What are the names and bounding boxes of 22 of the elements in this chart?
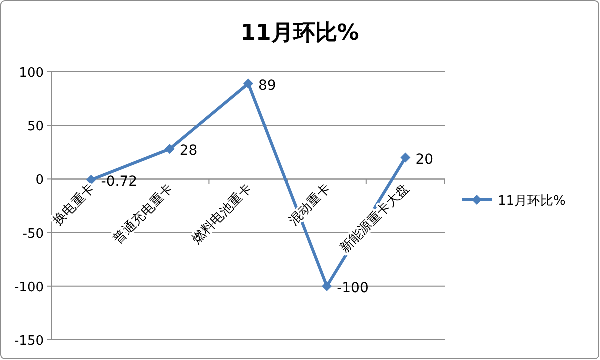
point	[400, 152, 411, 163]
x-tick-label: 混动重卡	[286, 181, 334, 229]
point	[86, 174, 96, 185]
x-tick-label: 燃料电池重卡	[190, 181, 256, 248]
data-label: 89	[258, 78, 276, 94]
point	[322, 281, 332, 292]
point	[244, 78, 254, 89]
chart-title: 11月环比%	[240, 21, 360, 46]
y-tick-label: -100	[14, 280, 44, 296]
data-label: 20	[416, 152, 434, 168]
y-tick-label: 50	[27, 120, 44, 135]
y-tick-label: -50	[22, 226, 44, 242]
data-label: -0.72	[101, 174, 138, 190]
data-label: -100	[337, 280, 369, 296]
x-tick-label: 换电重卡	[50, 181, 98, 229]
y-tick-label: 100	[19, 66, 44, 81]
data-label: 28	[180, 143, 198, 160]
x-tick-label: 新能源重卡大盘	[338, 181, 413, 256]
y-tick-label: -150	[14, 334, 44, 349]
point	[164, 144, 175, 154]
y-tick-label: 0	[36, 173, 44, 188]
legend-label: 11月环比%	[498, 194, 566, 209]
